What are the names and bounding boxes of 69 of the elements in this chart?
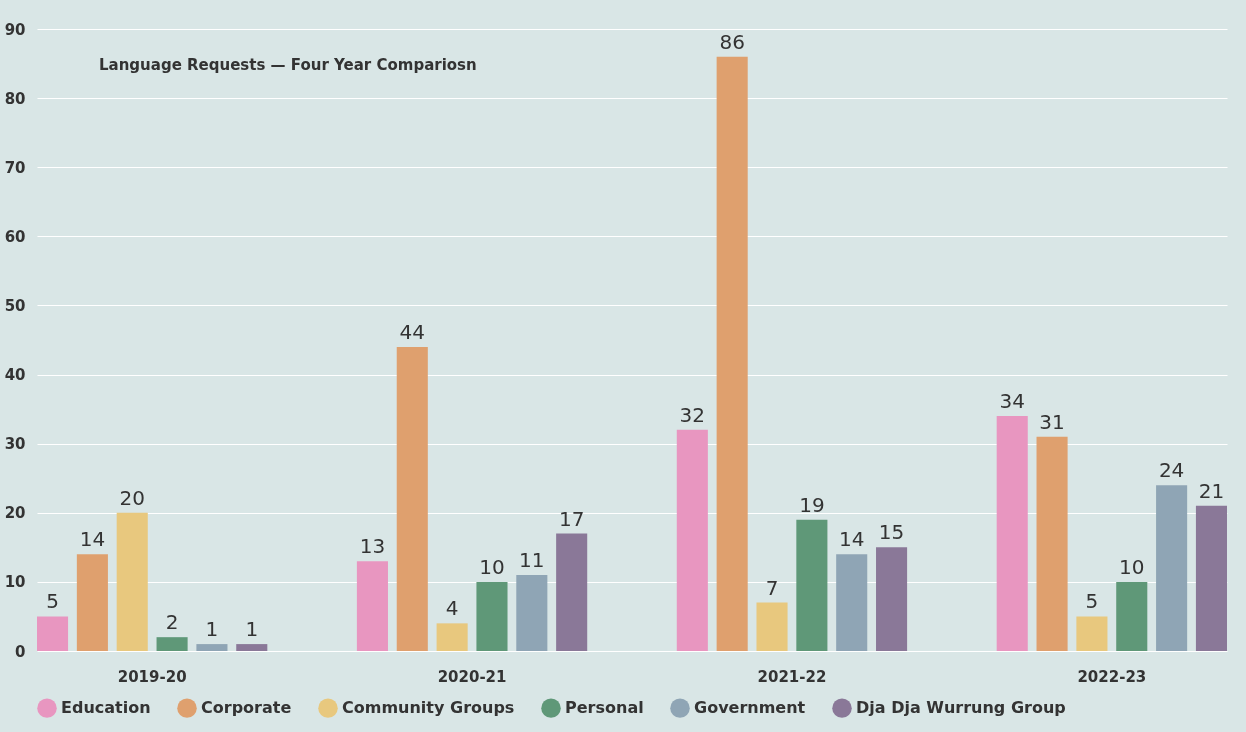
x-tick-label: 2019-20 [117, 667, 187, 686]
data-label: 10 [479, 554, 505, 579]
data-label: 13 [359, 534, 386, 559]
bar [1116, 581, 1148, 651]
bar [476, 581, 508, 651]
data-label: 2 [165, 610, 179, 635]
bar [1076, 616, 1108, 651]
x-tick-label: 2020-21 [437, 667, 507, 686]
data-label: 24 [1158, 458, 1185, 483]
bar [116, 512, 148, 651]
data-label: 17 [558, 506, 585, 531]
y-tick-label: 80 [4, 89, 26, 108]
y-tick-label: 70 [4, 158, 26, 177]
data-label: 5 [46, 589, 59, 614]
data-label: 15 [878, 520, 905, 545]
bar [676, 429, 708, 651]
bar [996, 416, 1028, 651]
data-label: 19 [799, 492, 825, 517]
legend-label: Personal [565, 698, 644, 718]
data-label: 1 [205, 617, 219, 642]
bar [516, 574, 548, 651]
data-label: 21 [1198, 478, 1225, 503]
data-label: 14 [838, 527, 865, 552]
data-label: 31 [1039, 409, 1065, 434]
y-tick-label: 10 [4, 573, 26, 592]
bar [196, 644, 228, 651]
bar [876, 547, 908, 651]
bar [756, 602, 788, 651]
x-tick-label: 2022-23 [1077, 667, 1147, 686]
bar [796, 519, 828, 651]
data-label: 1 [245, 617, 259, 642]
legend-label: Dja Dja Wurrung Group [856, 698, 1066, 718]
x-tick-label: 2021-22 [757, 667, 827, 686]
data-label: 32 [679, 402, 706, 427]
bar [436, 623, 468, 651]
y-tick-label: 60 [4, 227, 26, 246]
data-label: 14 [79, 527, 106, 552]
legend-label: Community Groups [342, 698, 515, 718]
data-label: 5 [1085, 589, 1099, 614]
bar [76, 554, 108, 651]
data-label: 11 [519, 547, 545, 572]
y-tick-label: 90 [4, 20, 26, 39]
y-tick-label: 20 [4, 504, 26, 523]
y-tick-label: 40 [4, 366, 26, 385]
data-label: 20 [119, 485, 145, 510]
bar [396, 346, 428, 651]
bar [716, 56, 748, 651]
y-tick-label: 0 [15, 642, 26, 661]
data-label: 7 [765, 575, 779, 600]
bar [1156, 485, 1188, 651]
bar [156, 637, 188, 651]
bar [356, 561, 388, 651]
y-tick-label: 30 [4, 435, 26, 454]
text: Language Requests — Four Year Compariosn [99, 56, 477, 74]
bar [37, 616, 69, 651]
y-tick-label: 50 [4, 296, 26, 315]
bar [1036, 436, 1068, 651]
data-label: 34 [999, 389, 1025, 414]
data-label: 44 [399, 319, 426, 344]
legend-label: Education [61, 698, 151, 718]
legend-label: Government [694, 698, 806, 718]
data-label: 4 [445, 596, 459, 621]
data-label: 10 [1119, 554, 1145, 579]
bar [556, 533, 588, 651]
legend-label: Corporate [201, 698, 292, 718]
bar [836, 554, 868, 651]
bar [236, 644, 268, 651]
bar [1195, 505, 1227, 651]
data-label: 86 [719, 29, 745, 54]
